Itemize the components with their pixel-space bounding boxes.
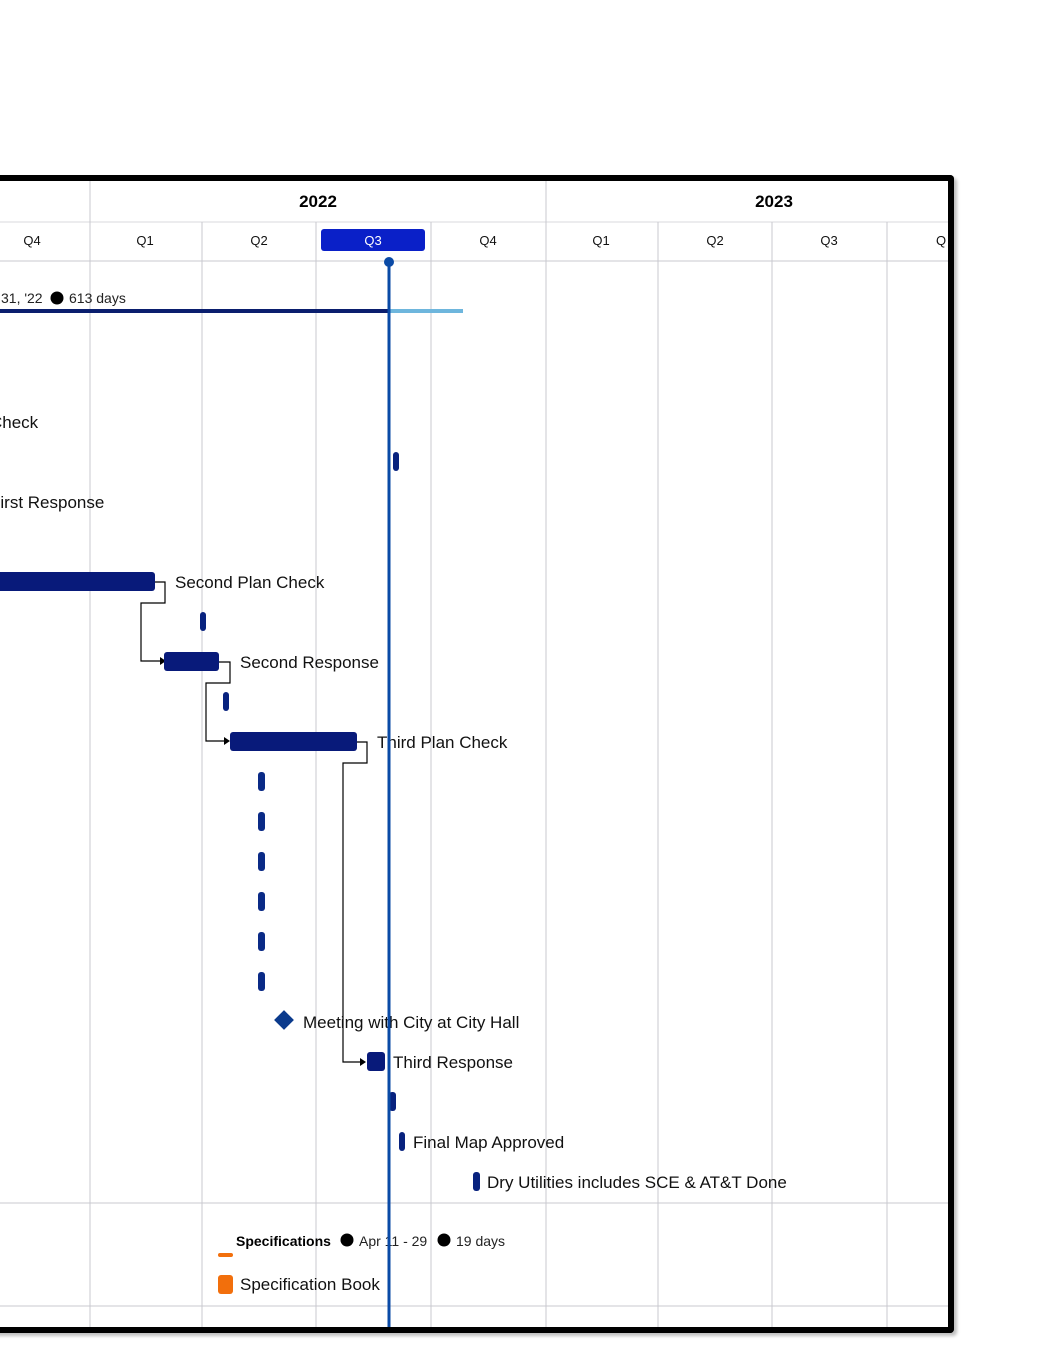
year-label-2022: 2022 — [299, 192, 337, 211]
summary-date-text: 31, '22 — [1, 290, 43, 306]
gantt-chart-frame: 2022 2023 Q4 Q1 Q2 Q3 Q4 Q1 Q2 Q3 Q 31, … — [0, 175, 954, 1333]
quarter-label: Q — [936, 233, 946, 248]
current-quarter-highlight[interactable] — [321, 229, 425, 251]
summary-duration-text: 613 days — [69, 290, 126, 306]
milestone-marker[interactable] — [258, 812, 265, 831]
milestone-diamond[interactable] — [274, 1010, 294, 1030]
summary-bar-progress[interactable] — [0, 309, 389, 313]
quarter-label-current: Q3 — [364, 233, 381, 248]
group-duration: 19 days — [456, 1233, 505, 1249]
task-bar-second-response[interactable] — [164, 652, 219, 671]
milestone-marker[interactable] — [258, 852, 265, 871]
quarter-label: Q1 — [592, 233, 609, 248]
today-line-handle[interactable] — [384, 257, 394, 267]
task-label-dry-utilities: Dry Utilities includes SCE & AT&T Done — [487, 1173, 787, 1192]
task-bar-specification-book[interactable] — [218, 1275, 233, 1294]
task-label-first-response: First Response — [0, 493, 104, 512]
quarter-label: Q2 — [706, 233, 723, 248]
task-bar-third-response[interactable] — [367, 1052, 385, 1071]
milestone-marker[interactable] — [258, 972, 265, 991]
dependency-arrow — [140, 581, 166, 662]
quarter-label: Q4 — [479, 233, 496, 248]
task-label-specification-book: Specification Book — [240, 1275, 380, 1294]
separator-dot — [50, 291, 64, 305]
arrow-head — [160, 657, 166, 665]
group-summary-bar[interactable] — [218, 1253, 233, 1257]
milestone-marker[interactable] — [473, 1172, 480, 1191]
task-label-third-response: Third Response — [393, 1053, 513, 1072]
quarter-label: Q4 — [23, 233, 40, 248]
arrow-head — [360, 1058, 366, 1066]
group-title: Specifications — [236, 1233, 331, 1249]
gantt-chart: 2022 2023 Q4 Q1 Q2 Q3 Q4 Q1 Q2 Q3 Q 31, … — [0, 181, 948, 1327]
quarter-label: Q2 — [250, 233, 267, 248]
milestone-marker[interactable] — [223, 692, 229, 711]
milestone-marker[interactable] — [258, 772, 265, 791]
milestone-marker[interactable] — [200, 612, 206, 631]
group-dates: Apr 11 - 29 — [359, 1233, 427, 1249]
milestone-marker[interactable] — [258, 892, 265, 911]
task-label-second-response: Second Response — [240, 653, 379, 672]
milestone-marker[interactable] — [399, 1132, 405, 1151]
arrow-head — [224, 737, 230, 745]
task-label-third-plan-check: Third Plan Check — [377, 733, 508, 752]
dependency-arrow — [205, 661, 231, 742]
year-label-2023: 2023 — [755, 192, 793, 211]
task-label-second-plan-check: Second Plan Check — [175, 573, 325, 592]
milestone-marker[interactable] — [393, 452, 399, 471]
milestone-marker[interactable] — [258, 932, 265, 951]
task-label-final-map: Final Map Approved — [413, 1133, 564, 1152]
separator-dot — [340, 1233, 354, 1247]
quarter-label: Q3 — [820, 233, 837, 248]
dependency-arrow — [342, 741, 368, 1063]
milestone-column — [258, 772, 265, 991]
grid-lines — [0, 181, 948, 1327]
task-bar-third-plan-check[interactable] — [230, 732, 357, 751]
separator-dot — [437, 1233, 451, 1247]
task-label-check: Check — [0, 413, 39, 432]
milestone-marker[interactable] — [389, 1092, 396, 1111]
quarter-label: Q1 — [136, 233, 153, 248]
task-bar-second-plan-check[interactable] — [0, 572, 155, 591]
task-label-meeting: Meeting with City at City Hall — [303, 1013, 519, 1032]
